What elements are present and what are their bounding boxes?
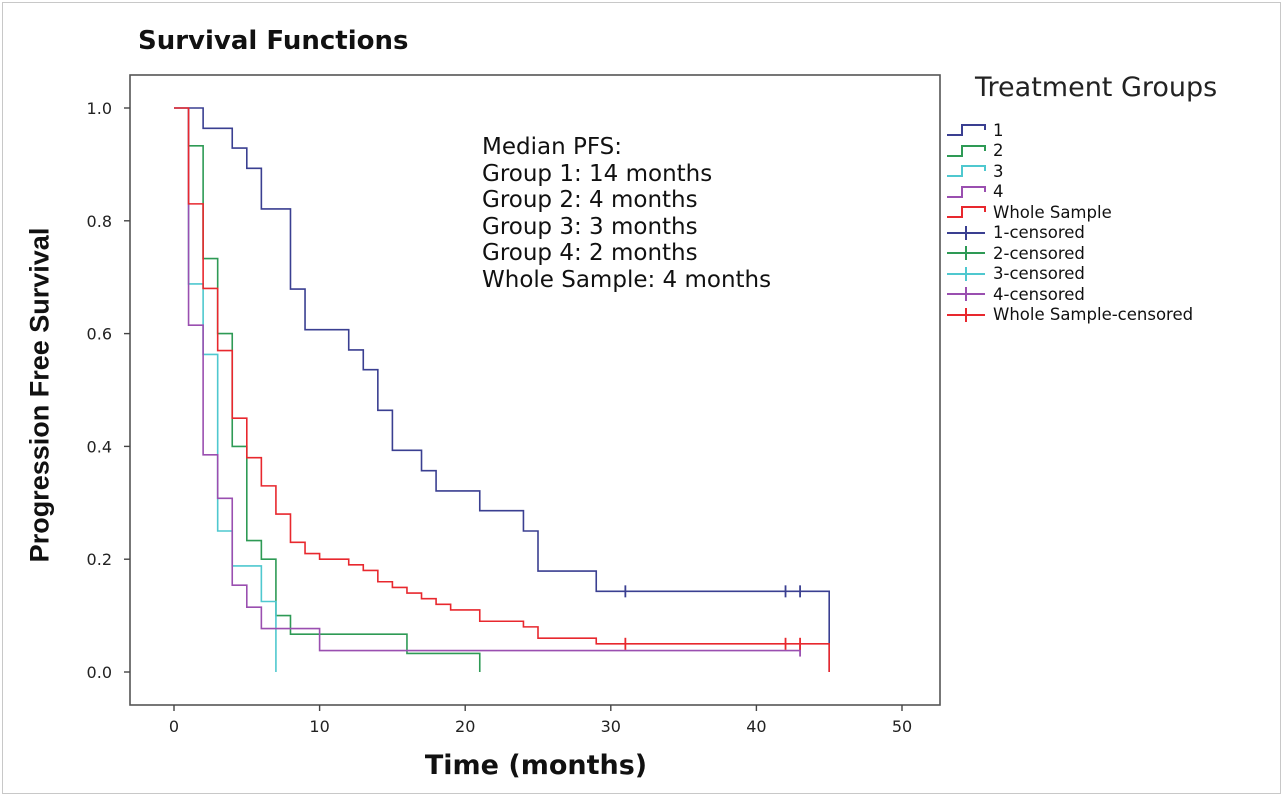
legend-item: 3 <box>945 161 1193 182</box>
step-legend-swatch <box>945 141 991 161</box>
legend-label: 2-censored <box>993 244 1085 263</box>
legend-label: 3-censored <box>993 264 1085 283</box>
censor-legend-swatch <box>945 243 991 263</box>
x-tick-label: 20 <box>455 717 475 736</box>
x-tick-label: 10 <box>309 717 329 736</box>
annotation-line: Median PFS: <box>482 134 771 161</box>
legend-item: 2 <box>945 141 1193 162</box>
legend-item: 1 <box>945 120 1193 141</box>
legend-label: 4 <box>993 182 1004 201</box>
legend-item: 4-censored <box>945 284 1193 305</box>
legend-label: Whole Sample <box>993 203 1112 222</box>
annotation-line: Group 3: 3 months <box>482 214 771 241</box>
legend-item: Whole Sample-censored <box>945 305 1193 326</box>
median-pfs-annotation: Median PFS: Group 1: 14 months Group 2: … <box>482 134 771 293</box>
legend-label: 3 <box>993 162 1004 181</box>
y-tick-label: 0.4 <box>87 437 112 456</box>
y-tick-label: 1.0 <box>87 99 112 118</box>
annotation-line: Group 4: 2 months <box>482 240 771 267</box>
x-tick-label: 40 <box>746 717 766 736</box>
legend-item: 1-censored <box>945 223 1193 244</box>
legend-label: 2 <box>993 141 1004 160</box>
y-tick-label: 0.0 <box>87 663 112 682</box>
y-tick-label: 0.8 <box>87 212 112 231</box>
step-legend-swatch <box>945 161 991 181</box>
legend-item: 2-censored <box>945 243 1193 264</box>
y-tick-label: 0.2 <box>87 550 112 569</box>
legend-item: 3-censored <box>945 264 1193 285</box>
annotation-line: Whole Sample: 4 months <box>482 267 771 294</box>
legend-label: 1 <box>993 121 1004 140</box>
annotation-line: Group 2: 4 months <box>482 187 771 214</box>
censor-legend-swatch <box>945 305 991 325</box>
step-legend-swatch <box>945 120 991 140</box>
annotation-line: Group 1: 14 months <box>482 161 771 188</box>
step-legend-swatch <box>945 202 991 222</box>
step-legend-swatch <box>945 182 991 202</box>
legend-title: Treatment Groups <box>975 72 1217 103</box>
x-tick-label: 0 <box>169 717 179 736</box>
x-tick-label: 50 <box>892 717 912 736</box>
legend-label: 4-censored <box>993 285 1085 304</box>
legend-item: 4 <box>945 182 1193 203</box>
censor-legend-swatch <box>945 264 991 284</box>
x-tick-label: 30 <box>601 717 621 736</box>
legend-label: 1-censored <box>993 223 1085 242</box>
legend: 1 2 3 4 Whole Sample 1-censored 2-censored 3-ce… <box>945 120 1193 325</box>
y-tick-label: 0.6 <box>87 325 112 344</box>
legend-item: Whole Sample <box>945 202 1193 223</box>
censor-legend-swatch <box>945 284 991 304</box>
censor-legend-swatch <box>945 223 991 243</box>
legend-label: Whole Sample-censored <box>993 305 1193 324</box>
